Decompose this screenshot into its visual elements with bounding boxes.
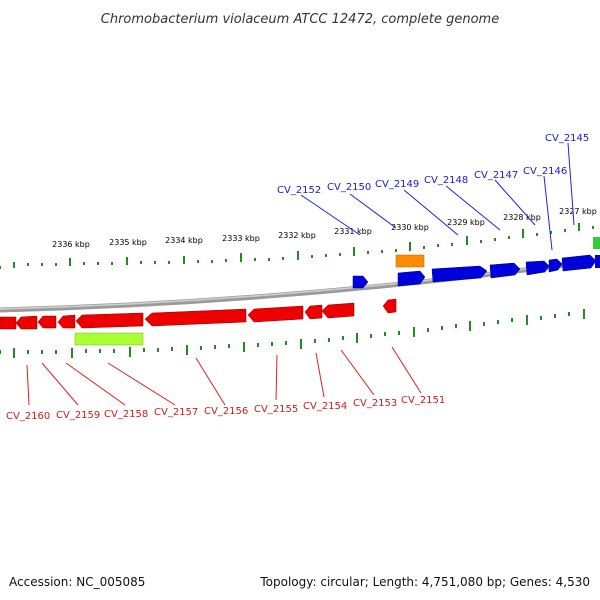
gene-cv-2159[interactable] (15, 315, 38, 330)
gene-label[interactable]: CV_2152 (277, 185, 321, 196)
gene-cv-2148[interactable] (489, 262, 521, 279)
gene-label[interactable]: CV_2157 (154, 407, 198, 418)
kbp-ruler: 2336 kbp 2335 kbp 2334 kbp 2333 kbp 2332… (52, 207, 597, 249)
gene-cv-2155[interactable] (247, 305, 304, 323)
kbp-label: 2334 kbp (165, 236, 203, 245)
gene-label[interactable]: CV_2151 (401, 395, 445, 406)
gene-label[interactable]: CV_2146 (523, 166, 567, 177)
top-gene-labels: CV_2152 CV_2150 CV_2149 CV_2148 CV_2147 … (277, 133, 589, 196)
lower-ticks (0, 309, 585, 358)
gene-cv-2157[interactable] (75, 312, 144, 329)
accession-text: Accession: NC_005085 (9, 575, 145, 589)
rna-feature-lime[interactable] (74, 332, 144, 346)
gene-label[interactable]: CV_2145 (545, 133, 589, 144)
gene-label[interactable]: CV_2154 (303, 401, 347, 412)
gene-label[interactable]: CV_2150 (327, 182, 371, 193)
kbp-label: 2333 kbp (222, 234, 260, 243)
kbp-label: 2335 kbp (109, 238, 147, 247)
bottom-leaders (26, 346, 422, 406)
kbp-label: 2328 kbp (503, 213, 541, 222)
kbp-label: 2329 kbp (447, 218, 485, 227)
gene-label[interactable]: CV_2155 (254, 404, 298, 415)
map-title: Chromobacterium violaceum ATCC 12472, co… (101, 12, 499, 27)
upper-ticks (0, 223, 594, 269)
reverse-genes (0, 298, 397, 330)
genome-summary-text: Topology: circular; Length: 4,751,080 bp… (259, 575, 590, 589)
gene-label[interactable]: CV_2159 (56, 410, 100, 421)
gene-cv-2158[interactable] (37, 315, 57, 329)
gene-label[interactable]: CV_2160 (6, 411, 50, 422)
gene-cv-2154[interactable] (304, 304, 323, 320)
gene-cv-2146[interactable] (548, 258, 563, 273)
gene-cv-2153[interactable] (321, 302, 355, 319)
gene-cv-2147[interactable] (525, 260, 550, 276)
gene-label[interactable]: CV_2153 (353, 398, 397, 409)
rna-feature-orange[interactable] (395, 254, 425, 268)
gene-label[interactable]: CV_2158 (104, 409, 148, 420)
forward-genes (352, 254, 600, 289)
feature-green[interactable] (593, 237, 600, 249)
bottom-gene-labels: CV_2160 CV_2159 CV_2158 CV_2157 CV_2156 … (6, 395, 445, 422)
kbp-label: 2331 kbp (334, 227, 372, 236)
gene-cv-2158b[interactable] (57, 314, 76, 329)
gene-cv-2160[interactable] (0, 316, 17, 330)
kbp-label: 2327 kbp (559, 207, 597, 216)
kbp-label: 2336 kbp (52, 240, 90, 249)
gene-label[interactable]: CV_2148 (424, 175, 468, 186)
gene-cv-2152[interactable] (352, 275, 369, 289)
gene-partial-right[interactable] (595, 255, 600, 268)
gene-cv-2145[interactable] (561, 254, 597, 272)
gene-label[interactable]: CV_2149 (375, 179, 419, 190)
gene-cv-2150[interactable] (397, 270, 426, 287)
gene-cv-2156[interactable] (144, 308, 247, 327)
gene-cv-2151[interactable] (382, 298, 397, 314)
gene-label[interactable]: CV_2156 (204, 406, 248, 417)
top-leaders (300, 142, 575, 251)
kbp-label: 2330 kbp (391, 223, 429, 232)
gene-cv-2149[interactable] (431, 265, 488, 283)
kbp-label: 2332 kbp (278, 231, 316, 240)
gene-label[interactable]: CV_2147 (474, 170, 518, 181)
